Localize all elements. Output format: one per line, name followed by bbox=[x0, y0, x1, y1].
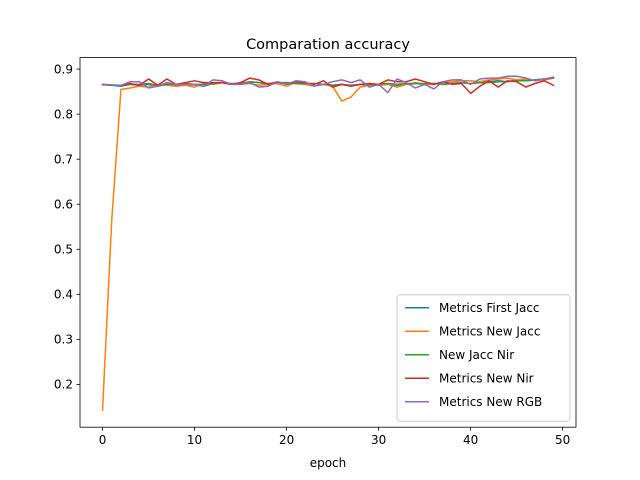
y-tick-label: 0.3 bbox=[54, 333, 73, 347]
plot-frame bbox=[79, 57, 577, 428]
x-tick-label: 40 bbox=[463, 433, 478, 447]
x-axis-ticks: 0 10 20 30 40 50 bbox=[99, 427, 570, 447]
y-tick-label: 0.5 bbox=[54, 243, 73, 257]
x-tick-label: 10 bbox=[187, 433, 202, 447]
legend-label-metrics-first-jacc: Metrics First Jacc bbox=[439, 301, 540, 315]
legend: Metrics First Jacc Metrics New Jacc New Ja… bbox=[396, 294, 571, 422]
y-tick-label: 0.7 bbox=[54, 152, 73, 166]
y-tick-label: 0.2 bbox=[54, 378, 73, 392]
x-axis-label: epoch bbox=[310, 456, 347, 470]
legend-label-new-jacc-nir: New Jacc Nir bbox=[439, 348, 514, 362]
legend-box bbox=[396, 294, 571, 422]
x-tick-label: 50 bbox=[555, 433, 570, 447]
x-tick-label: 20 bbox=[279, 433, 294, 447]
chart-title: Comparation accuracy bbox=[246, 37, 410, 53]
y-tick-label: 0.6 bbox=[54, 198, 73, 212]
x-tick-label: 0 bbox=[99, 433, 107, 447]
y-tick-label: 0.8 bbox=[54, 107, 73, 121]
x-tick-label: 30 bbox=[371, 433, 386, 447]
y-axis-ticks: 0.2 0.3 0.4 0.5 0.6 0.7 0.8 0.9 bbox=[54, 62, 80, 392]
legend-label-metrics-new-nir: Metrics New Nir bbox=[439, 372, 534, 386]
legend-label-metrics-new-rgb: Metrics New RGB bbox=[439, 395, 542, 409]
series-line-metrics-new-rgb bbox=[101, 75, 555, 94]
legend-label-metrics-new-jacc: Metrics New Jacc bbox=[439, 325, 540, 339]
y-tick-label: 0.4 bbox=[54, 288, 73, 302]
y-tick-label: 0.9 bbox=[54, 62, 73, 76]
series-lines bbox=[101, 75, 555, 411]
